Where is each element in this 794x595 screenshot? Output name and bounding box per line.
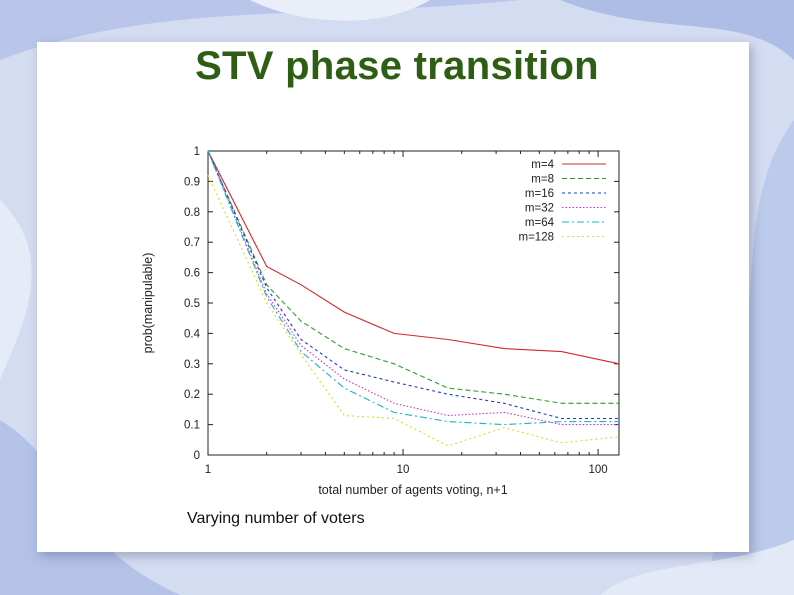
y-tick-label: 0.7 <box>184 237 200 249</box>
y-axis-label: prob(manipulable) <box>141 253 155 354</box>
x-tick-label: 10 <box>397 464 410 476</box>
series-line-m=16 <box>207 150 619 420</box>
series-line-m=8 <box>207 150 619 404</box>
slide-title: STV phase transition <box>195 44 599 88</box>
series-line-m=32 <box>207 150 619 426</box>
legend-label: m=16 <box>525 188 554 200</box>
legend-label: m=32 <box>525 203 554 215</box>
legend-label: m=64 <box>525 217 555 229</box>
y-tick-label: 0.6 <box>184 268 200 280</box>
y-axis-ticks: 0 0.1 0.2 0.3 0.4 0.5 0.6 0.7 0.8 0.9 1 <box>184 146 619 462</box>
x-axis-label: total number of agents voting, n+1 <box>318 483 507 497</box>
x-axis-ticks: 1 10 100 <box>205 151 608 476</box>
y-tick-label: 0 <box>194 450 200 462</box>
series-line-m=64 <box>207 150 619 426</box>
y-tick-label: 0.2 <box>184 389 200 401</box>
series-line-m=4 <box>207 150 620 365</box>
legend-label: m=4 <box>531 159 554 171</box>
series-lines <box>207 150 620 447</box>
y-tick-label: 0.1 <box>184 420 200 432</box>
y-tick-label: 0.5 <box>184 298 200 310</box>
y-tick-label: 0.4 <box>184 328 201 340</box>
x-tick-label: 100 <box>588 464 607 476</box>
legend: m=4 m=8 m=16 m=32 m=64 m=128 <box>519 159 606 244</box>
legend-label: m=128 <box>519 232 554 244</box>
x-tick-label: 1 <box>205 464 211 476</box>
series-line-m=128 <box>207 175 620 447</box>
plot-frame <box>207 150 620 456</box>
slide-caption: Varying number of voters <box>187 510 365 527</box>
legend-label: m=8 <box>531 174 554 186</box>
line-chart: 0 0.1 0.2 0.3 0.4 0.5 0.6 0.7 0.8 0.9 1 1 10 100 m=4… <box>141 146 620 497</box>
y-tick-label: 0.8 <box>184 207 200 219</box>
chart-panel: 0 0.1 0.2 0.3 0.4 0.5 0.6 0.7 0.8 0.9 1 1 10 100 m=4… <box>126 131 686 501</box>
y-tick-label: 0.9 <box>184 176 200 188</box>
y-tick-label: 1 <box>194 146 200 158</box>
y-tick-label: 0.3 <box>184 359 200 371</box>
